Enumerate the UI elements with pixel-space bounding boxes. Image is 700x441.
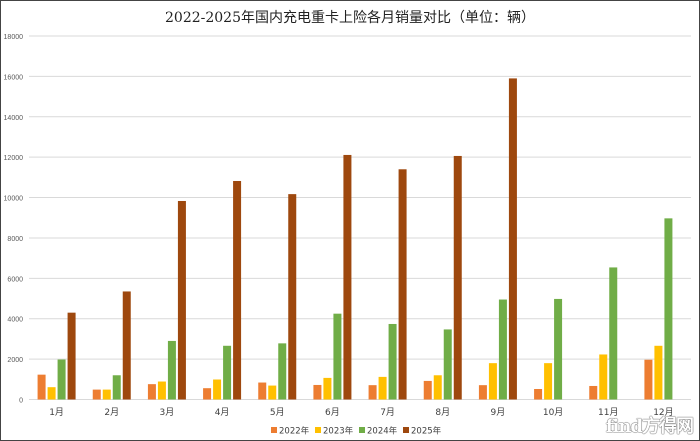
x-tick-label: 12月 [653,407,673,418]
bar-2022年-3月 [147,384,156,400]
legend-swatch-2025年 [403,427,409,433]
bar-2025年-2月 [122,291,131,400]
y-tick-label: 14000 [4,115,24,122]
legend-label: 2024年 [367,426,398,437]
y-tick-label: 8000 [7,236,23,243]
bar-2023年-12月 [654,345,663,400]
bar-2024年-5月 [278,343,287,400]
bar-2024年-8月 [443,329,452,400]
bar-2024年-6月 [333,313,342,400]
watermark-logo: find方得网 [605,416,694,437]
bar-2023年-8月 [433,375,442,400]
y-tick-label: 0 [19,398,23,405]
bar-2022年-6月 [313,384,322,400]
bar-2024年-4月 [223,345,232,400]
x-tick-label: 8月 [435,407,450,418]
bar-2022年-8月 [423,380,432,400]
x-tick-label: 7月 [380,407,395,418]
y-tick-label: 12000 [4,155,24,162]
y-tick-label: 18000 [4,34,24,41]
y-tick-label: 4000 [7,317,23,324]
bar-2024年-3月 [167,340,176,400]
bar-2022年-4月 [203,388,212,400]
bar-2024年-7月 [388,323,397,400]
bar-2025年-6月 [343,154,352,400]
bar-2023年-6月 [323,377,332,400]
bar-2024年-2月 [112,375,121,400]
legend-swatch-2023年 [315,427,321,433]
legend-label: 2022年 [279,426,310,437]
bar-2023年-7月 [378,376,387,400]
bar-2023年-2月 [102,389,111,400]
x-tick-label: 2月 [104,407,119,418]
y-tick-label: 6000 [7,276,23,283]
bar-2023年-3月 [157,381,166,400]
chart-title: 2022-2025年国内充电重卡上险各月销量对比（单位：辆） [165,10,535,26]
bar-2025年-3月 [177,200,186,400]
bar-2023年-9月 [488,363,497,400]
bar-2022年-5月 [258,382,267,400]
bar-2023年-11月 [599,354,608,400]
bar-2023年-10月 [544,363,553,400]
bar-2022年-2月 [92,389,101,400]
y-tick-label: 16000 [4,74,24,81]
y-tick-label: 10000 [4,196,24,203]
x-tick-label: 4月 [215,407,230,418]
x-tick-label: 1月 [49,407,64,418]
bar-2023年-4月 [213,379,222,400]
bar-2024年-1月 [57,359,66,400]
x-tick-label: 9月 [491,407,506,418]
bar-2025年-9月 [508,78,517,400]
bar-2024年-9月 [498,299,507,400]
x-tick-label: 5月 [270,407,285,418]
legend-label: 2025年 [411,426,442,437]
x-tick-label: 10月 [543,407,563,418]
x-tick-label: 6月 [325,407,340,418]
bar-2022年-7月 [368,385,377,400]
legend-label: 2023年 [323,426,354,437]
bar-2025年-5月 [288,194,297,400]
legend-swatch-2022年 [271,427,277,433]
bar-2022年-11月 [589,385,598,400]
y-tick-label: 2000 [7,357,23,364]
legend-swatch-2024年 [359,427,365,433]
bar-2022年-1月 [37,374,46,400]
bar-2025年-4月 [233,180,242,400]
bar-2024年-10月 [554,298,563,400]
bar-2022年-9月 [478,385,487,400]
bar-2022年-10月 [534,388,543,400]
bar-2025年-8月 [453,155,462,400]
x-tick-label: 3月 [160,407,175,418]
bar-2023年-1月 [47,387,56,400]
bar-2024年-11月 [609,267,618,400]
bar-2023年-5月 [268,385,277,400]
bar-2022年-12月 [644,359,653,400]
x-tick-label: 11月 [598,407,618,418]
bar-2024年-12月 [664,218,673,400]
bar-2025年-1月 [67,312,76,400]
bar-2025年-7月 [398,169,407,400]
